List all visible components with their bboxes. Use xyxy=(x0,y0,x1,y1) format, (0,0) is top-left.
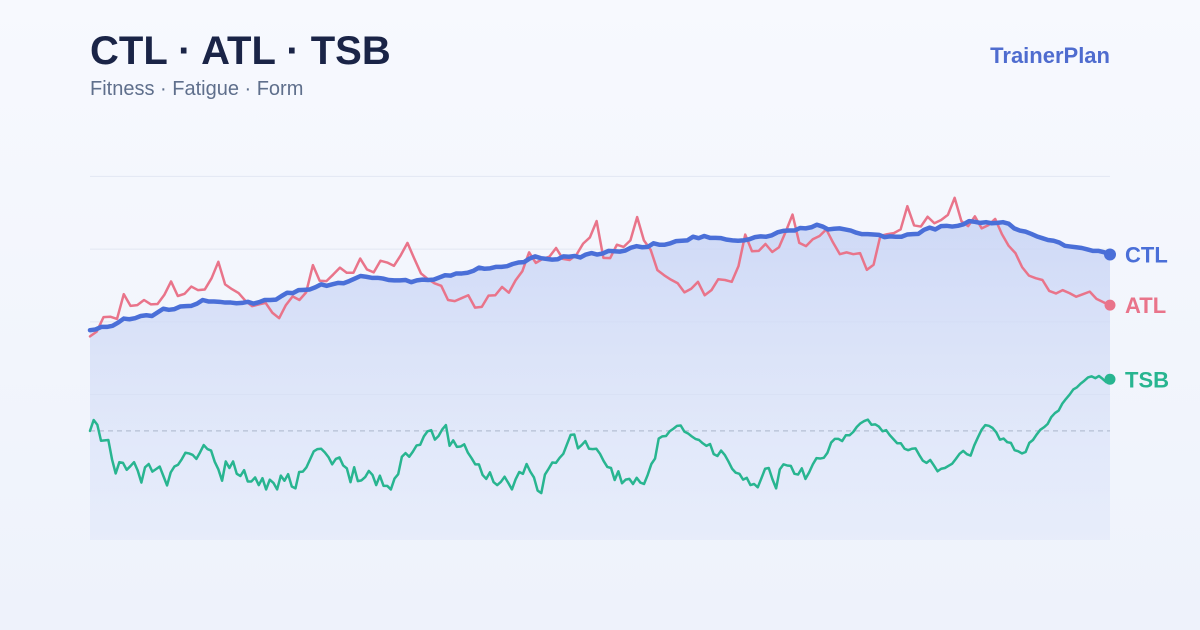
series-lines xyxy=(87,196,1113,495)
tsb-line xyxy=(88,374,1112,495)
tsb-end-dot xyxy=(1104,373,1116,385)
ctl-line xyxy=(87,218,1113,333)
atl-end-label: ATL xyxy=(1125,293,1166,318)
atl-end-dot xyxy=(1104,299,1116,311)
ctl-area-fill xyxy=(90,221,1110,540)
end-labels: TSB ATL CTL xyxy=(1104,243,1169,392)
chart-title: CTL · ATL · TSB xyxy=(90,29,391,73)
ctl-end-dot xyxy=(1104,248,1116,261)
ctl-area xyxy=(90,221,1110,540)
tsb-end-label: TSB xyxy=(1125,367,1169,392)
brand-logo: TrainerPlan xyxy=(990,43,1110,68)
ctl-end-label: CTL xyxy=(1125,243,1168,268)
chart-subtitle: Fitness · Fatigue · Form xyxy=(90,78,304,100)
